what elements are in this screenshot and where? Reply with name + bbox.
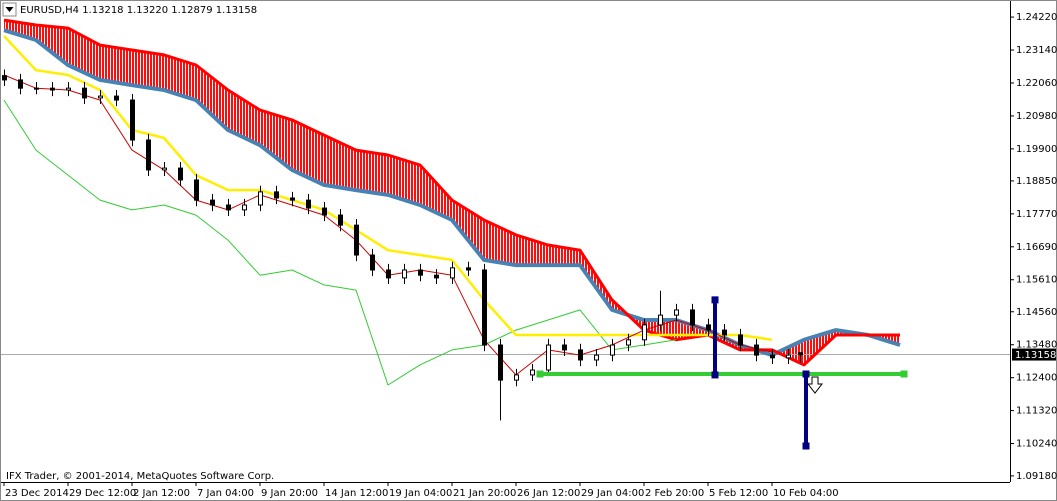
candle-body [194,179,199,201]
x-tick-label: 29 Dec 12:00 [69,488,136,499]
y-tick-label: 1.10240 [1016,439,1057,450]
line-anchor [711,371,719,379]
candle-body [2,75,7,81]
x-tick-label: 9 Jan 20:00 [261,488,318,499]
chart-title: EURUSD,H4 1.13218 1.13220 1.12879 1.1315… [20,5,257,16]
candle-body [82,87,87,99]
y-tick-label: 1.13480 [1016,340,1057,351]
candle-body [706,324,711,331]
candle-body [754,344,759,356]
y-tick-label: 1.14560 [1016,307,1057,318]
candle-body [770,354,775,359]
indicator-line [3,28,901,358]
candle-body [690,309,695,326]
candle-body [242,204,247,211]
x-tick-label: 2 Feb 20:00 [645,488,704,499]
arrow-icon [806,376,824,394]
y-tick-label: 1.17770 [1016,209,1057,220]
candle-body [482,269,487,346]
line-anchor [802,370,810,378]
x-tick-label: 14 Jan 12:00 [325,488,388,499]
y-tick-label: 1.19900 [1016,144,1057,155]
y-tick-label: 1.11320 [1016,406,1057,417]
x-tick-label: 21 Jan 20:00 [453,488,516,499]
candle-body [274,191,279,199]
line-anchor [711,296,719,304]
y-tick-label: 1.16690 [1016,242,1057,253]
ichimoku-cloud [4,20,900,365]
candle-body [178,167,183,181]
x-tick-label: 26 Jan 12:00 [517,488,580,499]
y-tick-label: 1.22060 [1016,78,1057,89]
candle-body [34,87,39,90]
candle-body [562,344,567,351]
candle-body [322,207,327,216]
menu-icon [5,7,14,12]
indicator-line [3,99,677,386]
candle-body [466,267,471,271]
candle-body [546,344,551,371]
candle-body [578,349,583,361]
x-tick-label: 7 Jan 04:00 [197,488,254,499]
line-anchor [802,442,810,450]
price-label-bg [1012,348,1056,361]
candle-body [498,344,503,381]
candle-body [658,314,663,326]
candle-body [162,167,167,171]
y-tick-label: 1.09180 [1016,471,1057,482]
candle-body [610,344,615,356]
candle-body [530,369,535,376]
candle-body [738,334,743,346]
candle-body [290,197,295,201]
y-tick-label: 1.15610 [1016,275,1057,286]
plot-area [0,18,1010,450]
candle-body [626,339,631,346]
candle-body [722,329,727,336]
candle-body [210,199,215,206]
candle-body [514,374,519,381]
line-anchor [900,370,908,378]
price-label: 1.13158 [1015,350,1056,361]
x-tick-label: 23 Dec 2014 [5,488,69,499]
y-tick-label: 1.24220 [1016,12,1057,23]
candle-body [370,254,375,271]
candle-body [306,199,311,209]
candle-body [50,87,55,91]
y-tick-label: 1.23140 [1016,45,1057,56]
candle-body [354,224,359,256]
x-tick-label: 29 Jan 04:00 [581,488,644,499]
x-tick-label: 5 Feb 12:00 [709,488,768,499]
candle-body [674,309,679,316]
x-tick-label: 10 Feb 04:00 [773,488,839,499]
indicator-line [3,18,900,367]
copyright: IFX Trader, © 2001-2014, MetaQuotes Soft… [6,471,274,482]
candle-body [130,99,135,141]
candle-body [146,139,151,171]
candle-body [98,95,103,99]
y-tick-label: 1.20980 [1016,111,1057,122]
candle-body [450,267,455,279]
candle-body [434,274,439,279]
candle-body [226,204,231,211]
candle-body [386,269,391,279]
y-tick-label: 1.18850 [1016,176,1057,187]
candle-body [66,87,71,91]
candle-body [402,269,407,279]
candle-body [642,324,647,341]
candle-body [338,214,343,226]
candle-body [114,95,119,101]
candle-body [594,354,599,361]
x-tick-label: 19 Jan 04:00 [389,488,452,499]
line-anchor [536,370,544,378]
candle-body [418,269,423,276]
candle-body [258,191,263,206]
candle-body [18,79,23,89]
x-tick-label: 2 Jan 12:00 [133,488,190,499]
candle-body [786,354,791,359]
y-tick-label: 1.12400 [1016,373,1057,384]
candle-body [798,352,803,356]
